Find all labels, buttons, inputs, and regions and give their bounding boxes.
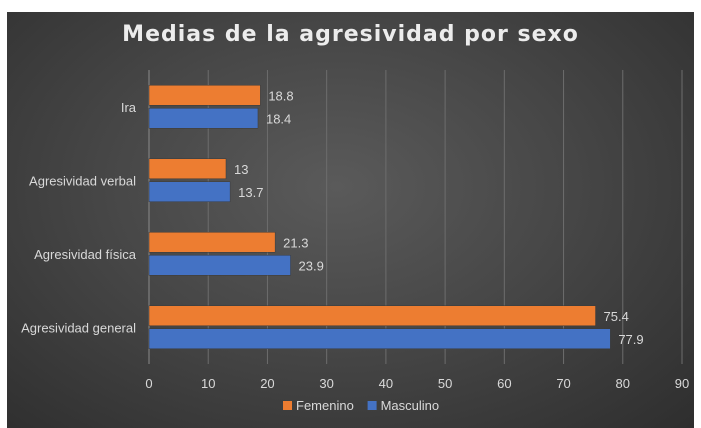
- x-tick-label-20: 20: [260, 376, 274, 391]
- x-tick-label-70: 70: [556, 376, 570, 391]
- category-label-agresividad-general: Agresividad general: [21, 320, 136, 335]
- data-label-masculino-agresividad-verbal: 13.7: [238, 185, 263, 200]
- bar-masculino-agresividad-general: [148, 328, 611, 349]
- plot-area: 0 10 20 30 40 50 60 70 80 90 Ira 18.8 18.4 Agresivida…: [21, 70, 689, 413]
- data-label-femenino-ira: 18.8: [268, 88, 293, 103]
- bar-masculino-agresividad-verbal: [148, 181, 231, 202]
- legend-swatch-femenino: [283, 401, 292, 410]
- data-label-femenino-agresividad-fisica: 21.3: [283, 235, 308, 250]
- x-tick-label-80: 80: [616, 376, 630, 391]
- bar-femenino-agresividad-general: [148, 305, 596, 326]
- bar-femenino-ira: [148, 85, 261, 106]
- category-label-agresividad-verbal: Agresividad verbal: [29, 173, 136, 188]
- x-tick-label-0: 0: [145, 376, 152, 391]
- x-tick-label-50: 50: [438, 376, 452, 391]
- chart-title: Medias de la agresividad por sexo: [122, 22, 579, 47]
- data-label-masculino-agresividad-fisica: 23.9: [299, 258, 324, 273]
- bar-masculino-ira: [148, 108, 259, 129]
- category-label-ira: Ira: [121, 100, 137, 115]
- data-label-femenino-agresividad-verbal: 13: [234, 162, 248, 177]
- x-tick-label-10: 10: [201, 376, 215, 391]
- legend-swatch-masculino: [367, 401, 377, 410]
- data-label-masculino-agresividad-general: 77.9: [618, 332, 643, 347]
- bar-femenino-agresividad-fisica: [148, 232, 276, 253]
- x-tick-label-30: 30: [319, 376, 333, 391]
- chart-area: Medias de la agresividad por sexo 0 10 20 3…: [7, 12, 694, 428]
- x-tick-label-60: 60: [497, 376, 511, 391]
- legend-label-masculino: Masculino: [381, 398, 440, 413]
- bar-masculino-agresividad-fisica: [148, 255, 291, 276]
- data-label-masculino-ira: 18.4: [266, 111, 291, 126]
- category-label-agresividad-fisica: Agresividad física: [34, 247, 137, 262]
- x-tick-label-40: 40: [379, 376, 393, 391]
- x-tick-label-90: 90: [675, 376, 689, 391]
- data-label-femenino-agresividad-general: 75.4: [604, 309, 629, 324]
- bar-femenino-agresividad-verbal: [148, 158, 227, 179]
- legend-label-femenino: Femenino: [296, 398, 354, 413]
